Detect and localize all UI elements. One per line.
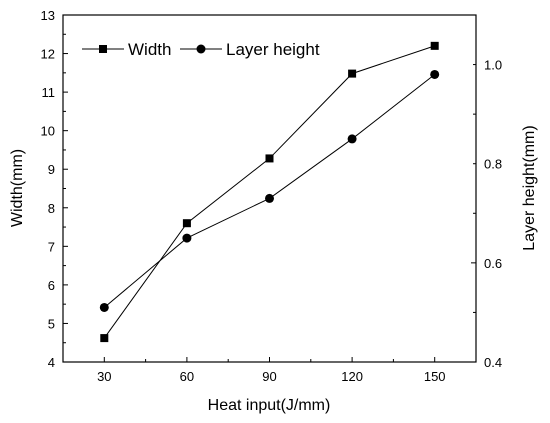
y-tick-label: 8	[48, 201, 55, 216]
data-point-width	[265, 154, 274, 163]
left-axis: 4 5 6 7 8 9 10 11 12 13	[41, 8, 68, 370]
right-axis: 0.4 0.6 0.8 1.0	[471, 14, 502, 370]
x-tick-label: 90	[262, 369, 276, 384]
legend-layer-height-marker	[196, 44, 206, 54]
y-tick-label: 11	[42, 85, 56, 100]
data-point-width	[430, 41, 439, 50]
y-tick-label: 12	[41, 47, 55, 62]
data-point-layer-height	[265, 193, 274, 203]
data-point-width	[182, 219, 191, 228]
y-tick-label: 6	[48, 278, 55, 293]
x-tick-label: 120	[341, 369, 363, 384]
legend-width-label: Width	[128, 40, 171, 59]
data-point-width	[100, 334, 109, 343]
x-axis-title: Heat input(J/mm)	[208, 397, 331, 414]
y-tick-label: 13	[41, 8, 55, 23]
data-point-layer-height	[99, 302, 109, 312]
y2-tick-label: 0.6	[484, 256, 502, 271]
series-layer	[99, 41, 440, 343]
legend-width-marker	[99, 45, 107, 53]
y2-tick-label: 0.4	[484, 355, 502, 370]
y2-tick-label: 0.8	[484, 157, 502, 172]
y-tick-label: 10	[41, 124, 55, 139]
series-line-layer-height	[103, 74, 436, 308]
y2-tick-label: 1.0	[484, 58, 502, 73]
bottom-axis: 30 60 90 120 150	[97, 357, 446, 384]
y-tick-label: 4	[48, 355, 55, 370]
x-tick-label: 150	[424, 369, 446, 384]
data-point-layer-height	[182, 233, 192, 243]
y-tick-label: 7	[48, 239, 55, 254]
legend-layer-height-label: Layer height	[226, 40, 320, 59]
y2-axis-title: Layer height(mm)	[521, 125, 538, 250]
x-tick-label: 30	[97, 369, 111, 384]
y-tick-label: 5	[48, 316, 55, 331]
legend: Width Layer height	[82, 40, 320, 59]
y-tick-label: 9	[48, 162, 55, 177]
data-point-layer-height	[347, 134, 357, 144]
data-point-layer-height	[430, 69, 440, 79]
x-tick-label: 60	[180, 369, 194, 384]
data-point-width	[348, 69, 357, 78]
series-line-width	[103, 45, 435, 339]
y-axis-title: Width(mm)	[9, 149, 26, 227]
